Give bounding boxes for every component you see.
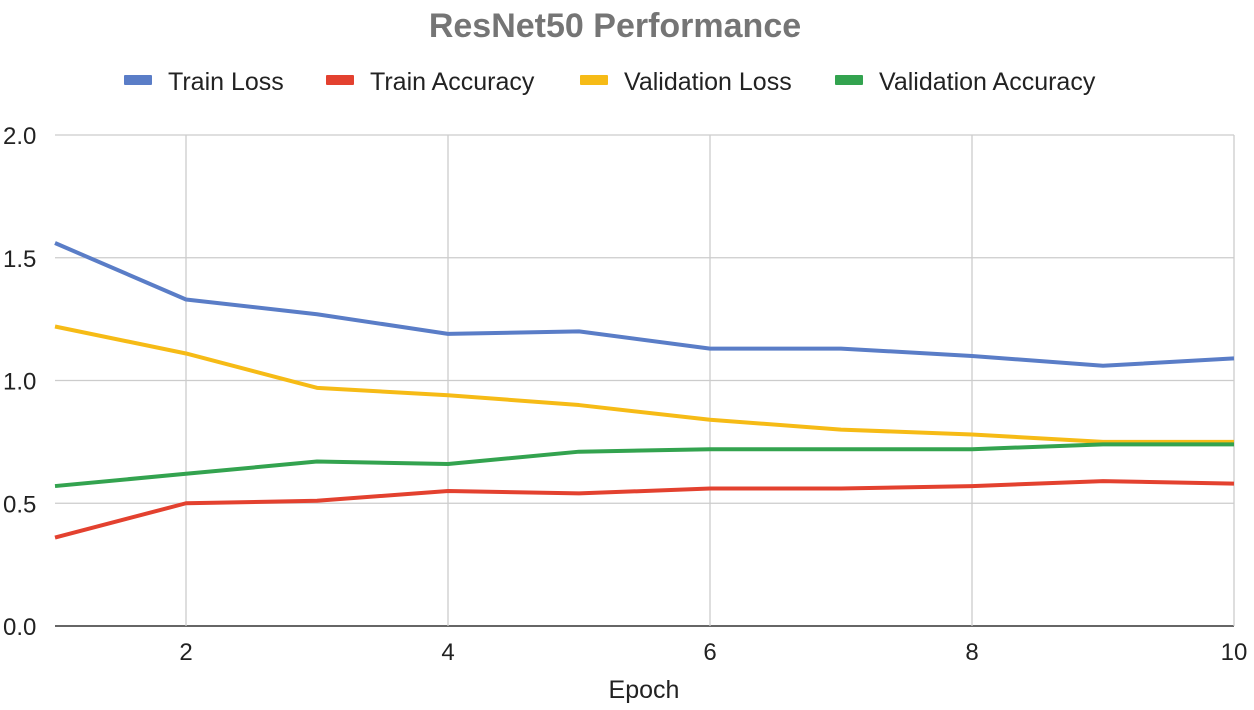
- series-line-validation-loss: [54, 324, 1234, 444]
- y-tick-label: 2.0: [3, 123, 36, 150]
- legend-swatch-train-loss: [124, 75, 152, 85]
- legend-label-validation-loss: Validation Loss: [624, 68, 792, 96]
- legend-label-train-loss: Train Loss: [168, 68, 284, 96]
- legend-swatch-train-accuracy: [326, 75, 354, 85]
- legend-label-train-accuracy: Train Accuracy: [370, 68, 535, 96]
- legend-swatch-validation-accuracy: [835, 75, 863, 85]
- legend-label-validation-accuracy: Validation Accuracy: [879, 68, 1096, 96]
- chart-title: ResNet50 Performance: [429, 7, 801, 45]
- series-line-train-accuracy: [54, 479, 1235, 540]
- x-tick-label: 4: [441, 639, 454, 666]
- y-tick-label: 0.0: [3, 614, 36, 641]
- x-axis-ticks: 2 4 6 8 10: [179, 639, 1247, 666]
- series-lines: [54, 241, 1235, 540]
- grid: [55, 134, 1235, 627]
- series-line-train-loss: [54, 241, 1235, 368]
- y-tick-label: 1.5: [3, 246, 36, 273]
- legend-swatch-validation-loss: [580, 75, 608, 85]
- legend: Train Loss Train Accuracy Validation Loss V…: [124, 68, 1096, 96]
- x-tick-label: 6: [703, 639, 716, 666]
- series-line-validation-accuracy: [54, 442, 1234, 489]
- x-tick-label: 8: [965, 639, 978, 666]
- x-tick-label: 10: [1221, 639, 1248, 666]
- y-axis-ticks: 0.0 0.5 1.0 1.5 2.0: [3, 123, 36, 641]
- x-tick-label: 2: [179, 639, 192, 666]
- y-tick-label: 0.5: [3, 491, 36, 518]
- y-tick-label: 1.0: [3, 369, 36, 396]
- x-axis-title: Epoch: [609, 676, 680, 704]
